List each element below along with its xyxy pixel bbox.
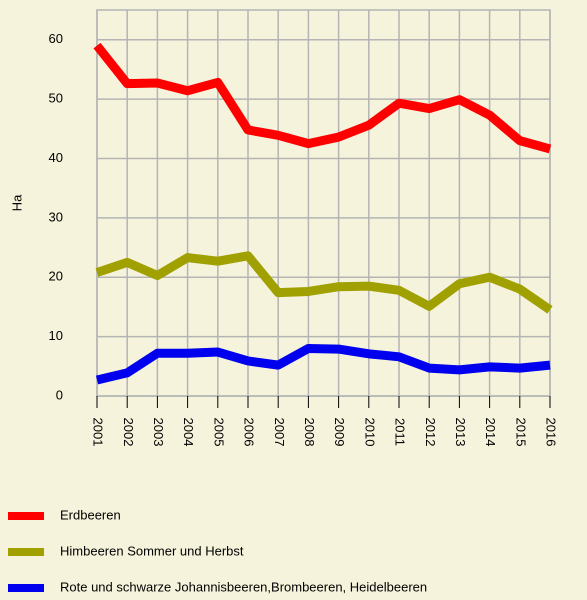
y-tick-label: 0 xyxy=(56,387,63,402)
y-tick-label: 30 xyxy=(49,209,63,224)
x-tick-label: 2013 xyxy=(453,418,468,447)
x-tick-label: 2003 xyxy=(151,418,166,447)
x-tick-label: 2004 xyxy=(181,418,196,447)
x-tick-label: 2010 xyxy=(362,418,377,447)
x-tick-label: 2002 xyxy=(121,418,136,447)
legend-swatch xyxy=(8,584,44,592)
x-tick-label: 2006 xyxy=(242,418,257,447)
y-tick-label: 50 xyxy=(49,91,63,106)
y-axis-label: Ha xyxy=(9,194,24,211)
legend-swatch xyxy=(8,548,44,556)
y-tick-label: 10 xyxy=(49,328,63,343)
legend-label: Rote und schwarze Johannisbeeren,Brombee… xyxy=(60,579,427,594)
legend-swatch xyxy=(8,512,44,520)
legend-label: Erdbeeren xyxy=(60,507,121,522)
y-tick-label: 60 xyxy=(49,31,63,46)
x-tick-label: 2012 xyxy=(423,418,438,447)
x-tick-label: 2014 xyxy=(483,418,498,447)
x-tick-label: 2008 xyxy=(302,418,317,447)
series-line xyxy=(95,343,551,385)
x-tick-label: 2001 xyxy=(91,418,106,447)
series-line xyxy=(93,42,552,154)
x-tick-label: 2007 xyxy=(272,418,287,447)
series-line xyxy=(95,251,553,314)
x-tick-label: 2016 xyxy=(544,418,559,447)
y-tick-label: 40 xyxy=(49,150,63,165)
plot-border xyxy=(96,9,551,397)
legend-label: Himbeeren Sommer und Herbst xyxy=(60,543,244,558)
x-tick-label: 2015 xyxy=(513,418,528,447)
x-tick-label: 2011 xyxy=(393,418,408,446)
x-tick-label: 2005 xyxy=(211,418,226,447)
y-tick-label: 20 xyxy=(49,269,63,284)
x-tick-label: 2009 xyxy=(332,418,347,447)
